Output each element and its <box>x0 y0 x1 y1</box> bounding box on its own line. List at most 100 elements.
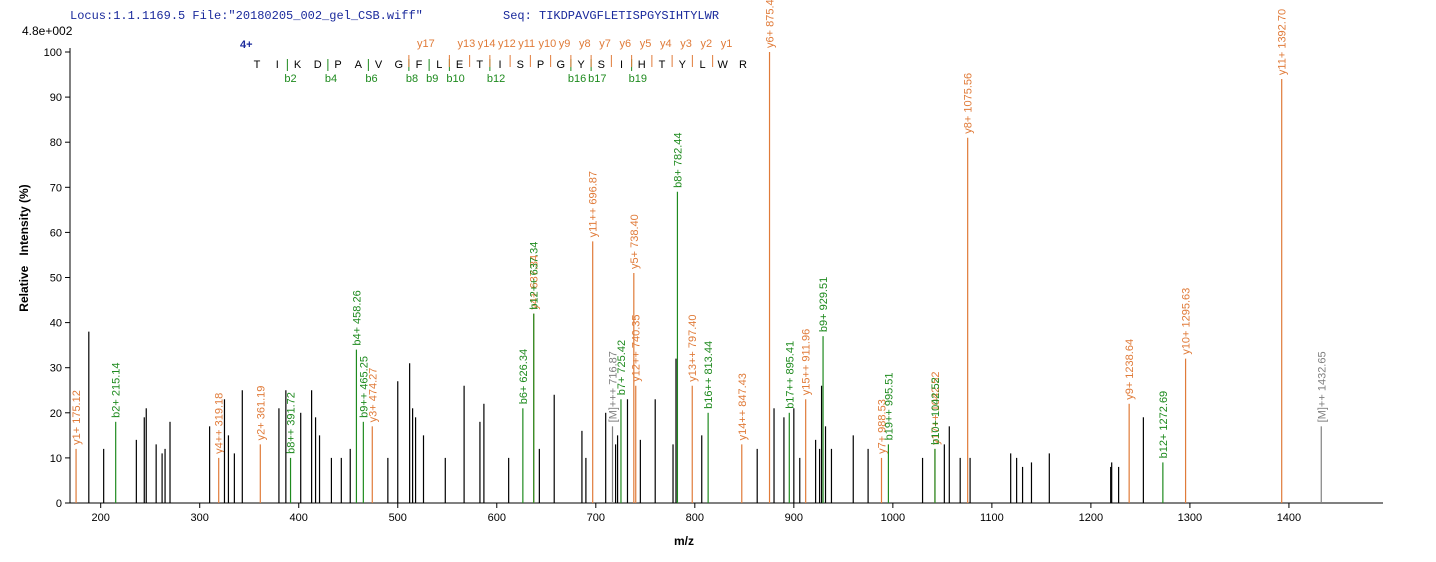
y-tick-label: 100 <box>44 47 62 59</box>
b-ion-label: b6 <box>365 73 377 85</box>
peak-label: y5+ 738.40 <box>629 214 641 269</box>
y-ion-label: y10 <box>539 38 557 50</box>
residue: K <box>294 59 302 71</box>
charge-label: 4+ <box>240 39 253 51</box>
residue: G <box>556 59 565 71</box>
peak-label: b19++ 995.51 <box>883 372 895 440</box>
residue: Y <box>679 59 687 71</box>
residue: D <box>314 59 322 71</box>
residue: W <box>718 59 729 71</box>
residue: G <box>394 59 403 71</box>
peak-label: b9+ 929.51 <box>818 277 830 332</box>
peak-label: y9+ 1238.64 <box>1124 339 1136 400</box>
peak-label: b6+ 626.34 <box>518 349 530 404</box>
b-ion-label: b19 <box>629 73 647 85</box>
peak-label: y3+ 474.27 <box>367 368 379 423</box>
b-ion-label: b17 <box>588 73 606 85</box>
x-tick-label: 1300 <box>1178 512 1202 524</box>
residue: S <box>517 59 524 71</box>
residue: I <box>276 59 279 71</box>
peak-label: b8+ 782.44 <box>672 132 684 187</box>
peak-label: b17++ 895.41 <box>784 341 796 409</box>
peak-label: y10+ 1295.63 <box>1181 288 1193 355</box>
x-tick-label: 800 <box>686 512 704 524</box>
peak-label: y4+ 637.34 <box>529 255 541 310</box>
peak-label: y15++ 911.96 <box>801 329 813 395</box>
y-ion-label: y12 <box>498 38 516 50</box>
peak-label: b16++ 813.44 <box>703 341 715 409</box>
peak-label: b12++ 637.34 <box>529 242 541 310</box>
residue: V <box>375 59 383 71</box>
x-tick-label: 1000 <box>881 512 905 524</box>
x-tick-label: 1200 <box>1079 512 1103 524</box>
y-ion-label: y14 <box>478 38 496 50</box>
b-ion-label: b4 <box>325 73 337 85</box>
peak-label: y17++ 1042.52 <box>930 371 942 444</box>
b-ion-label: b16 <box>568 73 586 85</box>
x-tick-label: 1400 <box>1277 512 1301 524</box>
y-ion-label: y11 <box>518 38 535 50</box>
y-ion-label: y13 <box>458 38 476 50</box>
y-ion-label: y6 <box>620 38 632 50</box>
y-tick-label: 30 <box>50 363 62 375</box>
peak-label: [M]+++ 716.87 <box>607 351 619 422</box>
residue: S <box>598 59 605 71</box>
y-ion-label: y17 <box>417 38 435 50</box>
residue: T <box>659 59 666 71</box>
y-axis-label: Relative Intensity (%) <box>17 184 31 311</box>
b-ion-label: b8 <box>406 73 418 85</box>
peak-label: y8+ 1075.56 <box>963 73 975 134</box>
y-ion-label: y1 <box>721 38 733 50</box>
residue: H <box>638 59 646 71</box>
peak-label: y13++ 797.40 <box>687 314 699 381</box>
y-tick-label: 60 <box>50 227 62 239</box>
y-ion-label: y4 <box>660 38 672 50</box>
residue: T <box>476 59 483 71</box>
b-ion-label: b2 <box>284 73 296 85</box>
residue: E <box>456 59 463 71</box>
peak-label: y1+ 175.12 <box>71 390 83 445</box>
y-ion-label: y3 <box>680 38 692 50</box>
y-ion-label: y2 <box>701 38 713 50</box>
residue: F <box>416 59 423 71</box>
peak-label: [M]++ 1432.65 <box>1316 351 1328 422</box>
peak-label: b12+ 1272.69 <box>1158 391 1170 459</box>
peak-label: y11++ 696.87 <box>588 171 600 237</box>
x-tick-label: 600 <box>488 512 506 524</box>
peak-label: b9++ 465.25 <box>358 356 370 418</box>
x-axis-label: m/z <box>674 534 694 548</box>
residue: P <box>334 59 341 71</box>
peak-label: y7+ 988.53 <box>876 399 888 454</box>
y-tick-label: 20 <box>50 408 62 420</box>
peak-label: y11+ 1392.70 <box>1277 9 1289 75</box>
residue: L <box>699 59 705 71</box>
residue: P <box>537 59 544 71</box>
peak-label: y12++ 740.35 <box>631 314 643 381</box>
y-tick-label: 90 <box>50 92 62 104</box>
residue: I <box>498 59 501 71</box>
peak-label: b7+ 725.42 <box>616 340 628 395</box>
y-tick-label: 70 <box>50 182 62 194</box>
peak-label: y6+ 875.45 <box>765 0 777 48</box>
x-tick-label: 500 <box>389 512 407 524</box>
peak-label: y4++ 319.18 <box>214 393 226 454</box>
b-ion-label: b10 <box>446 73 464 85</box>
b-ion-label: b12 <box>487 73 505 85</box>
y-ion-label: y9 <box>559 38 571 50</box>
b-ion-label: b9 <box>426 73 438 85</box>
residue: Y <box>577 59 585 71</box>
residue: L <box>436 59 442 71</box>
x-tick-label: 700 <box>587 512 605 524</box>
x-tick-label: 200 <box>92 512 110 524</box>
y-ion-label: y8 <box>579 38 591 50</box>
y-tick-label: 80 <box>50 137 62 149</box>
residue: R <box>739 59 747 71</box>
residue: T <box>254 59 261 71</box>
peak-label: b8++ 391.72 <box>286 392 298 454</box>
x-tick-label: 900 <box>785 512 803 524</box>
residue: A <box>355 59 363 71</box>
y-tick-label: 50 <box>50 273 62 285</box>
x-tick-label: 400 <box>290 512 308 524</box>
y-tick-label: 10 <box>50 453 62 465</box>
